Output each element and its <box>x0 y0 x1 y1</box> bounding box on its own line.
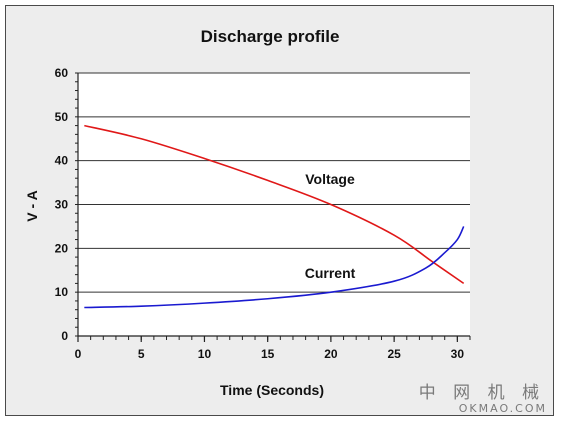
x-tick-label: 15 <box>261 347 275 361</box>
y-tick-label: 30 <box>55 198 69 212</box>
series-layer <box>84 124 465 309</box>
y-tick-label: 60 <box>55 66 69 80</box>
chart-title: Discharge profile <box>201 27 340 46</box>
x-tick-label: 5 <box>138 347 145 361</box>
y-tick-label: 40 <box>55 154 69 168</box>
series-label-current: Current <box>305 265 356 281</box>
y-tick-label: 20 <box>55 241 69 255</box>
series-label-voltage: Voltage <box>305 171 355 187</box>
series-line-voltage <box>84 124 465 285</box>
x-axis-label: Time (Seconds) <box>220 382 324 398</box>
x-tick-label: 10 <box>198 347 212 361</box>
x-tick-label: 20 <box>324 347 338 361</box>
gridlines <box>78 72 470 293</box>
series-line-current <box>84 226 465 309</box>
x-tick-label: 30 <box>451 347 465 361</box>
watermark-chinese: 中 网 机 械 <box>419 383 545 403</box>
y-tick-label: 0 <box>61 329 68 343</box>
y-tick-label: 50 <box>55 110 69 124</box>
watermark-site: OKMAO.COM <box>459 402 547 415</box>
x-tick-label: 25 <box>387 347 401 361</box>
y-tick-label: 10 <box>55 285 69 299</box>
ticks: 0 10 20 30 40 50 60 0 5 10 15 20 25 30 <box>55 66 471 361</box>
y-axis-label: V - A <box>24 190 40 221</box>
x-tick-label: 0 <box>75 347 82 361</box>
